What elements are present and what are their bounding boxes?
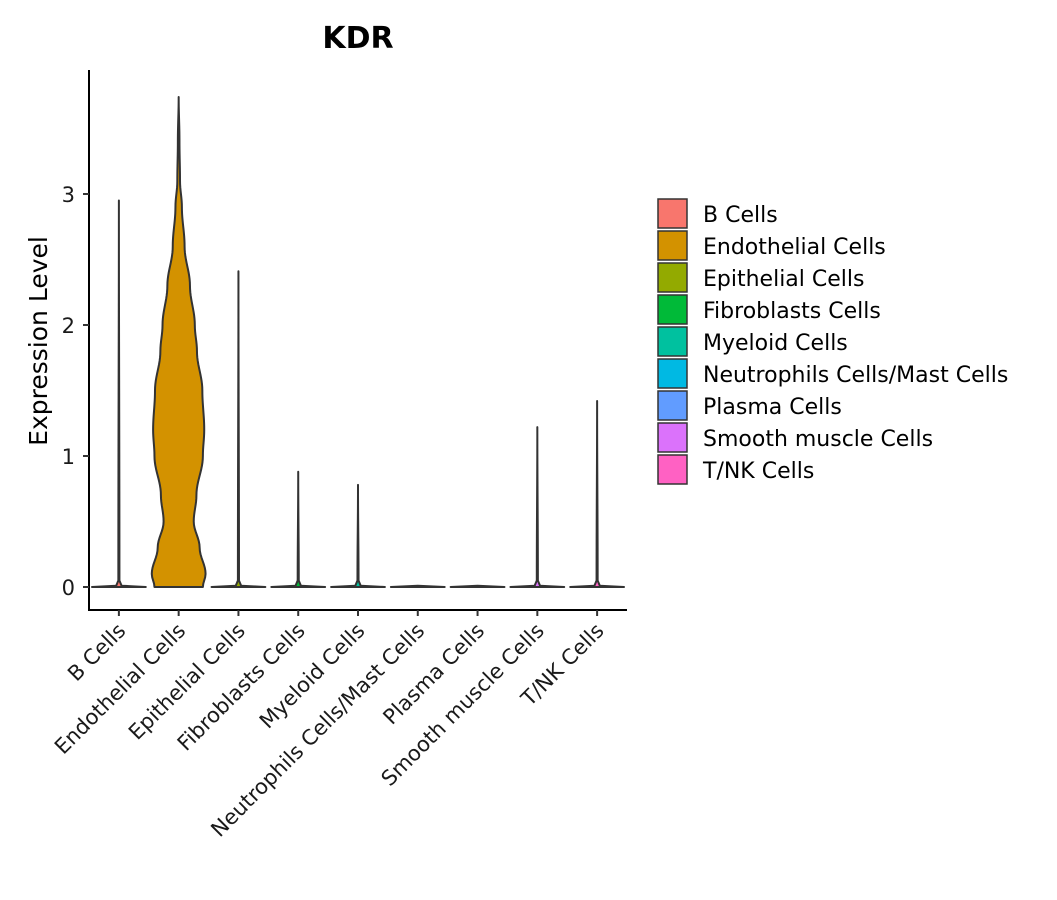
legend-label: Neutrophils Cells/Mast Cells xyxy=(703,363,1008,388)
legend-label: B Cells xyxy=(703,203,778,228)
legend-swatch xyxy=(657,358,688,389)
legend-swatch xyxy=(657,390,688,421)
y-tick-label: 0 xyxy=(62,576,75,600)
x-tick-label: Myeloid Cells xyxy=(255,619,370,734)
violin-endothelial-cells xyxy=(150,96,207,588)
y-axis-label: Expression Level xyxy=(24,236,53,446)
violin-fibroblasts-cells xyxy=(270,470,327,588)
legend-item: T/NK Cells xyxy=(657,454,814,485)
violin-b-cells xyxy=(90,199,147,588)
legend-item: Endothelial Cells xyxy=(657,230,886,261)
y-tick-label: 2 xyxy=(62,314,75,338)
legend-label: Fibroblasts Cells xyxy=(703,299,881,324)
legend-label: Endothelial Cells xyxy=(703,235,886,260)
legend-item: Smooth muscle Cells xyxy=(657,422,933,453)
violin-smooth-muscle-cells xyxy=(509,426,566,588)
y-tick-label: 3 xyxy=(62,183,75,207)
legend-swatch xyxy=(657,422,688,453)
legend-item: Myeloid Cells xyxy=(657,326,848,357)
legend-item: Plasma Cells xyxy=(657,390,842,421)
violin-epithelial-cells xyxy=(210,270,267,588)
violin-t-nk-cells xyxy=(569,399,626,588)
legend-item: Epithelial Cells xyxy=(657,262,864,293)
violin-myeloid-cells xyxy=(330,483,386,588)
violins-group xyxy=(90,96,626,588)
legend-swatch xyxy=(657,454,688,485)
legend-item: Fibroblasts Cells xyxy=(657,294,881,325)
legend-label: Epithelial Cells xyxy=(703,267,864,292)
legend-label: Plasma Cells xyxy=(703,395,842,420)
y-tick-label: 1 xyxy=(62,445,75,469)
legend-label: Myeloid Cells xyxy=(703,331,848,356)
legend-swatch xyxy=(657,262,688,293)
violin-neutrophils-cells-mast-cells xyxy=(389,584,446,588)
legend-swatch xyxy=(657,294,688,325)
legend-swatch xyxy=(657,326,688,357)
legend: B Cells Endothelial Cells Epithelial Cells… xyxy=(657,198,1008,485)
legend-label: T/NK Cells xyxy=(702,459,814,484)
legend-label: Smooth muscle Cells xyxy=(703,427,933,452)
legend-swatch xyxy=(657,198,688,229)
legend-item: Neutrophils Cells/Mast Cells xyxy=(657,358,1008,389)
violin-plasma-cells xyxy=(449,584,506,588)
chart-title: KDR xyxy=(322,21,393,56)
legend-swatch xyxy=(657,230,688,261)
legend-item: B Cells xyxy=(657,198,778,229)
y-ticks-group: 0 1 2 3 xyxy=(62,183,89,600)
